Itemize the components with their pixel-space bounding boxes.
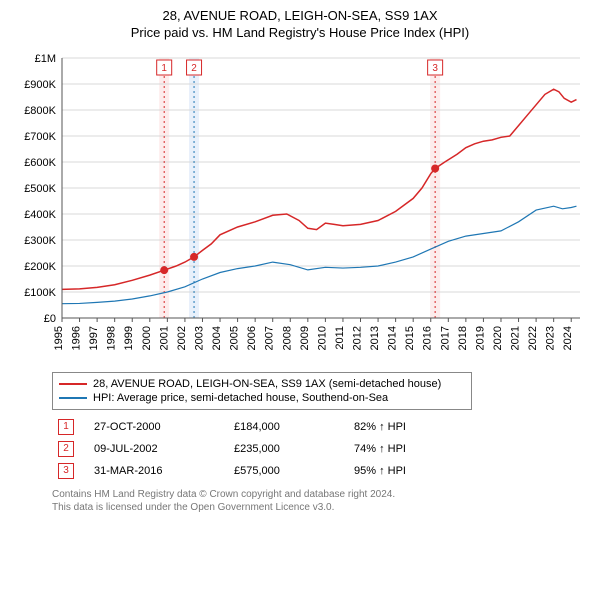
sale-date: 27-OCT-2000	[88, 416, 228, 438]
chart-container: 28, AVENUE ROAD, LEIGH-ON-SEA, SS9 1AX P…	[0, 0, 600, 518]
legend-item: 28, AVENUE ROAD, LEIGH-ON-SEA, SS9 1AX (…	[59, 377, 465, 391]
sale-price: £184,000	[228, 416, 348, 438]
svg-text:£1M: £1M	[35, 53, 56, 65]
svg-text:1: 1	[161, 63, 167, 74]
sale-price: £575,000	[228, 460, 348, 482]
svg-text:£300K: £300K	[24, 235, 56, 247]
sale-marker-icon: 3	[58, 463, 74, 479]
sale-marker-icon: 1	[58, 419, 74, 435]
sale-marker-icon: 2	[58, 441, 74, 457]
chart-area: £0 £100K £200K £300K £400K £500K £600K £700K £80…	[12, 48, 588, 368]
sale-row: 2 09-JUL-2002£235,00074% ↑ HPI	[52, 438, 552, 460]
svg-text:2013: 2013	[369, 326, 381, 350]
sale-row: 3 31-MAR-2016£575,00095% ↑ HPI	[52, 460, 552, 482]
svg-text:£700K: £700K	[24, 131, 56, 143]
svg-text:2018: 2018	[457, 326, 469, 350]
legend-swatch-blue	[59, 397, 87, 399]
svg-text:1996: 1996	[71, 326, 83, 350]
legend-label: 28, AVENUE ROAD, LEIGH-ON-SEA, SS9 1AX (…	[93, 378, 441, 390]
svg-text:£800K: £800K	[24, 105, 56, 117]
svg-text:2014: 2014	[387, 326, 399, 350]
svg-text:£0: £0	[44, 313, 56, 325]
svg-text:1999: 1999	[123, 326, 135, 350]
sales-table: 1 27-OCT-2000£184,00082% ↑ HPI 2 09-JUL-200…	[52, 416, 552, 482]
svg-text:3: 3	[432, 63, 438, 74]
svg-text:£500K: £500K	[24, 183, 56, 195]
license-line: Contains HM Land Registry data © Crown c…	[52, 488, 588, 501]
legend: 28, AVENUE ROAD, LEIGH-ON-SEA, SS9 1AX (…	[52, 372, 472, 410]
svg-text:2000: 2000	[141, 326, 153, 350]
svg-text:2011: 2011	[334, 326, 346, 350]
sale-pct: 82% ↑ HPI	[348, 416, 552, 438]
svg-text:2016: 2016	[422, 326, 434, 350]
svg-text:2023: 2023	[545, 326, 557, 350]
legend-swatch-red	[59, 383, 87, 385]
svg-text:£400K: £400K	[24, 209, 56, 221]
title-address: 28, AVENUE ROAD, LEIGH-ON-SEA, SS9 1AX	[12, 8, 588, 25]
sale-date: 31-MAR-2016	[88, 460, 228, 482]
svg-text:£600K: £600K	[24, 157, 56, 169]
license-text: Contains HM Land Registry data © Crown c…	[52, 488, 588, 514]
svg-text:2012: 2012	[352, 326, 364, 350]
svg-text:2006: 2006	[246, 326, 258, 350]
svg-text:2002: 2002	[176, 326, 188, 350]
svg-text:2003: 2003	[193, 326, 205, 350]
license-line: This data is licensed under the Open Gov…	[52, 501, 588, 514]
svg-text:1995: 1995	[53, 326, 65, 350]
svg-text:£200K: £200K	[24, 261, 56, 273]
sale-date: 09-JUL-2002	[88, 438, 228, 460]
sale-row: 1 27-OCT-2000£184,00082% ↑ HPI	[52, 416, 552, 438]
svg-text:2024: 2024	[562, 326, 574, 350]
svg-text:2001: 2001	[158, 326, 170, 350]
svg-text:2022: 2022	[527, 326, 539, 350]
svg-text:£100K: £100K	[24, 287, 56, 299]
svg-text:2007: 2007	[264, 326, 276, 350]
svg-text:2009: 2009	[299, 326, 311, 350]
svg-text:2005: 2005	[229, 326, 241, 350]
legend-item: HPI: Average price, semi-detached house,…	[59, 391, 465, 405]
svg-text:2: 2	[191, 63, 197, 74]
title-block: 28, AVENUE ROAD, LEIGH-ON-SEA, SS9 1AX P…	[12, 8, 588, 42]
svg-text:1998: 1998	[106, 326, 118, 350]
svg-text:2008: 2008	[281, 326, 293, 350]
sale-pct: 74% ↑ HPI	[348, 438, 552, 460]
legend-label: HPI: Average price, semi-detached house,…	[93, 392, 388, 404]
svg-text:2020: 2020	[492, 326, 504, 350]
sale-price: £235,000	[228, 438, 348, 460]
svg-text:1997: 1997	[88, 326, 100, 350]
svg-text:2019: 2019	[474, 326, 486, 350]
title-subtitle: Price paid vs. HM Land Registry's House …	[12, 25, 588, 42]
svg-text:£900K: £900K	[24, 79, 56, 91]
line-chart-svg: £0 £100K £200K £300K £400K £500K £600K £700K £80…	[12, 48, 588, 368]
svg-text:2015: 2015	[404, 326, 416, 350]
svg-text:2021: 2021	[510, 326, 522, 350]
svg-text:2017: 2017	[439, 326, 451, 350]
sale-pct: 95% ↑ HPI	[348, 460, 552, 482]
svg-text:2010: 2010	[316, 326, 328, 350]
svg-text:2004: 2004	[211, 326, 223, 350]
